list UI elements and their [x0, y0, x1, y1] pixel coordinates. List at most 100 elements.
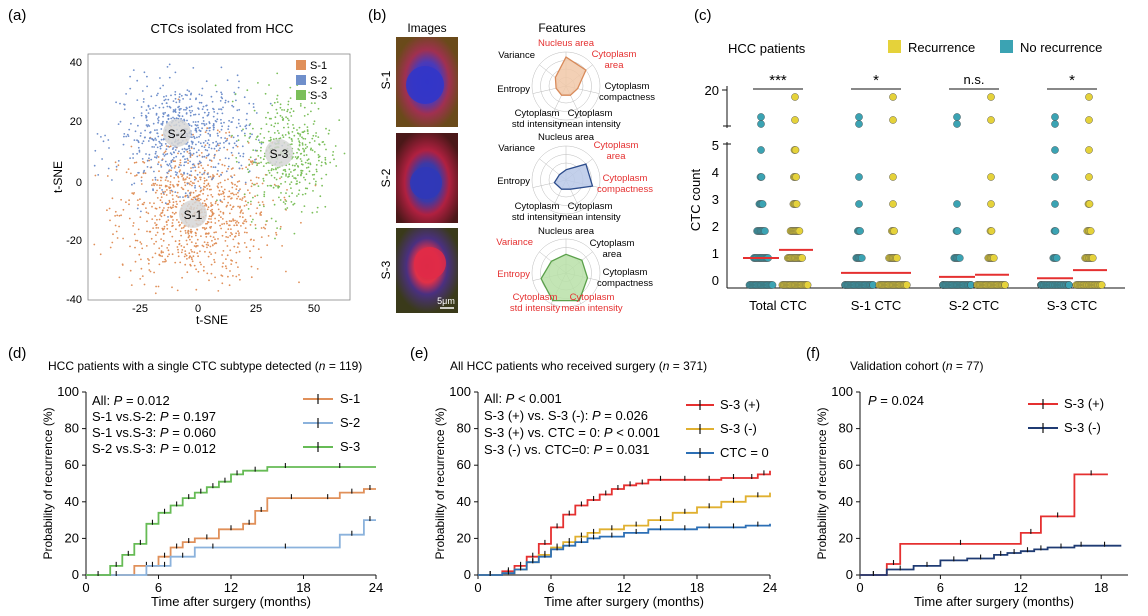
- tsne-point: [207, 206, 210, 209]
- tsne-point: [186, 172, 189, 175]
- images-title: Images: [407, 21, 446, 35]
- tsne-point: [289, 97, 292, 99]
- tsne-point: [190, 198, 193, 201]
- tsne-point: [93, 243, 96, 246]
- tsne-point: [303, 149, 306, 152]
- tsne-point: [183, 161, 186, 164]
- c-point: [792, 173, 800, 181]
- tsne-point: [238, 189, 240, 192]
- tsne-point: [185, 143, 188, 145]
- tsne-point: [195, 143, 197, 146]
- tsne-point: [127, 168, 130, 171]
- tsne-point: [207, 113, 210, 116]
- tsne-point: [257, 248, 260, 251]
- tsne-point: [312, 190, 314, 192]
- tsne-point: [116, 214, 119, 217]
- tsne-point: [303, 106, 306, 109]
- tsne-point: [264, 92, 267, 95]
- tsne-point: [160, 184, 163, 187]
- tsne-point: [203, 124, 206, 127]
- tsne-point: [158, 140, 161, 143]
- tsne-point: [264, 227, 266, 230]
- tsne-point: [252, 106, 255, 108]
- tsne-point: [231, 104, 234, 107]
- tsne-point: [338, 119, 341, 121]
- tsne-point: [266, 244, 269, 247]
- c-point: [1085, 200, 1094, 208]
- tsne-point: [127, 135, 130, 138]
- tsne-point: [243, 205, 246, 207]
- tsne-point: [140, 210, 142, 213]
- c-point-outlier: [855, 113, 863, 121]
- tsne-point: [207, 164, 209, 167]
- tsne-point: [204, 140, 207, 142]
- tsne-point: [307, 166, 310, 169]
- tsne-point: [267, 130, 270, 133]
- tsne-point: [271, 104, 274, 107]
- tsne-point: [199, 187, 202, 189]
- tsne-point: [215, 145, 218, 148]
- tsne-point: [304, 192, 307, 195]
- tsne-point: [151, 146, 154, 148]
- tsne-point: [248, 163, 251, 166]
- tsne-point: [158, 206, 161, 209]
- tsne-point: [195, 268, 198, 271]
- tsne-point: [263, 191, 266, 193]
- tsne-point: [257, 185, 260, 188]
- tsne-point: [297, 165, 300, 168]
- tsne-point: [175, 228, 177, 231]
- tsne-point: [168, 76, 171, 79]
- tsne-point: [189, 194, 192, 197]
- tsne-point: [218, 214, 221, 217]
- tsne-point: [153, 243, 156, 245]
- tsne-point: [238, 180, 241, 183]
- tsne-point: [319, 195, 322, 198]
- tsne-point: [232, 275, 234, 277]
- tsne-point: [276, 171, 279, 174]
- tsne-point: [220, 91, 223, 94]
- tsne-point: [296, 129, 298, 131]
- tsne-point: [237, 191, 239, 194]
- tsne-point: [162, 239, 165, 242]
- tsne-point: [304, 138, 307, 140]
- tsne-point: [158, 187, 161, 189]
- tsne-point: [214, 120, 217, 122]
- tsne-point: [276, 72, 279, 75]
- tsne-point: [237, 122, 240, 125]
- tsne-point: [202, 116, 205, 119]
- tsne-point: [171, 158, 174, 161]
- tsne-point: [285, 173, 287, 176]
- tsne-point: [185, 178, 187, 180]
- tsne-point: [305, 154, 308, 156]
- tsne-point: [190, 125, 193, 127]
- tsne-point: [235, 160, 238, 163]
- tsne-point: [164, 258, 167, 261]
- tsne-point: [145, 211, 148, 214]
- tsne-point: [155, 240, 158, 243]
- tsne-point: [196, 238, 199, 241]
- tsne-point: [159, 176, 162, 179]
- c-point-outlier: [855, 120, 863, 128]
- c-ylabel: CTC count: [688, 169, 703, 232]
- tsne-point: [228, 284, 231, 287]
- tsne-point: [239, 198, 242, 201]
- tsne-point: [235, 193, 238, 196]
- tsne-point: [170, 207, 173, 210]
- r2-f4b: std intensity: [512, 212, 562, 223]
- tsne-point: [260, 141, 263, 144]
- tsne-point: [180, 245, 183, 247]
- tsne-point: [211, 244, 214, 247]
- tsne-point: [195, 98, 197, 101]
- tsne-point: [220, 118, 222, 121]
- tsne-point: [220, 96, 223, 99]
- tsne-point: [197, 180, 200, 183]
- tsne-point: [289, 111, 291, 114]
- tsne-point: [245, 118, 248, 121]
- tsne-point: [133, 182, 136, 185]
- tsne-point: [190, 228, 192, 231]
- tsne-point: [227, 195, 230, 198]
- tsne-point: [173, 156, 175, 159]
- c-point: [953, 200, 961, 208]
- tsne-point: [160, 251, 163, 254]
- tsne-point: [166, 227, 169, 230]
